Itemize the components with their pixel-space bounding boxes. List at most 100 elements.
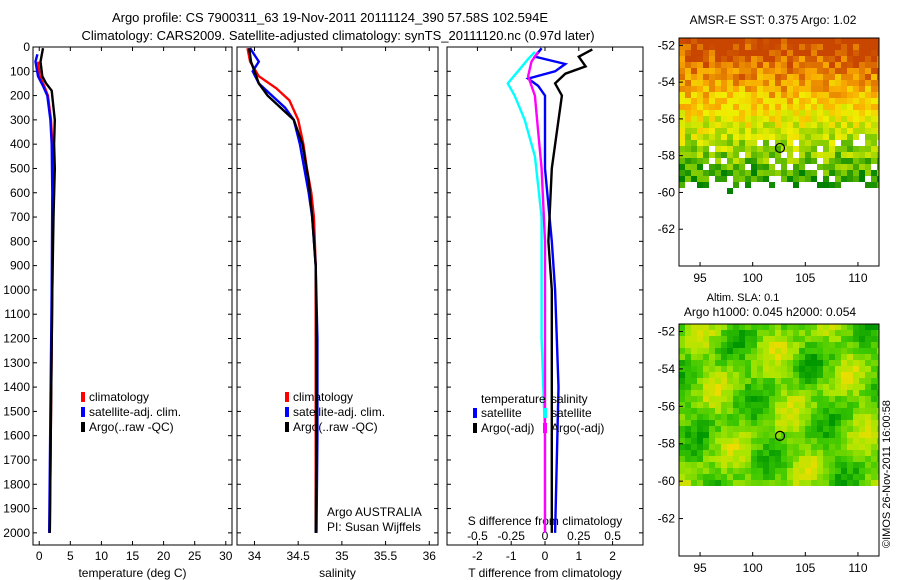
heatmap-cell: [721, 450, 727, 456]
heatmap-cell: [679, 426, 685, 432]
heatmap-cell: [799, 116, 805, 122]
heatmap-cell: [877, 408, 879, 414]
heatmap-cell: [757, 56, 763, 62]
heatmap-cell: [865, 348, 871, 354]
heatmap-cell: [877, 86, 879, 92]
heatmap-cell: [679, 176, 685, 182]
heatmap-cell: [703, 330, 709, 336]
heatmap-cell: [763, 360, 769, 366]
depth-tick-label: 1300: [3, 356, 30, 370]
heatmap-cell: [769, 384, 775, 390]
heatmap-cell: [811, 170, 817, 176]
map-y-tick-label: -60: [658, 185, 676, 199]
heatmap-cell: [823, 330, 829, 336]
heatmap-cell: [787, 438, 793, 444]
heatmap-cell: [775, 462, 781, 468]
heatmap-cell: [721, 330, 727, 336]
heatmap-cell: [703, 408, 709, 414]
heatmap-cell: [853, 456, 859, 462]
heatmap-cell: [793, 420, 799, 426]
heatmap-cell: [775, 92, 781, 98]
map-y-tick-label: -62: [658, 512, 676, 526]
heatmap-cell: [757, 330, 763, 336]
heatmap-cell: [715, 116, 721, 122]
heatmap-cell: [715, 396, 721, 402]
heatmap-cell: [733, 134, 739, 140]
heatmap-cell: [697, 98, 703, 104]
heatmap-cell: [775, 80, 781, 86]
heatmap-cell: [679, 330, 685, 336]
heatmap-cell: [727, 164, 733, 170]
heatmap-cell: [733, 480, 739, 486]
heatmap-cell: [793, 402, 799, 408]
heatmap-cell: [775, 128, 781, 134]
heatmap-cell: [859, 420, 865, 426]
heatmap-cell: [769, 462, 775, 468]
heatmap-cell: [733, 50, 739, 56]
heatmap-cell: [823, 158, 829, 164]
heatmap-cell: [745, 324, 751, 330]
heatmap-cell: [691, 390, 697, 396]
heatmap-cell: [823, 146, 829, 152]
heatmap-cell: [835, 86, 841, 92]
heatmap-cell: [757, 450, 763, 456]
heatmap-cell: [679, 56, 685, 62]
heatmap-cell: [685, 474, 691, 480]
heatmap-cell: [739, 354, 745, 360]
heatmap-cell: [847, 68, 853, 74]
heatmap-cell: [751, 38, 757, 44]
depth-tick-label: 400: [10, 137, 30, 151]
heatmap-cell: [835, 372, 841, 378]
heatmap-cell: [817, 56, 823, 62]
heatmap-cell: [799, 146, 805, 152]
heatmap-cell: [757, 336, 763, 342]
heatmap-cell: [877, 146, 879, 152]
x-tick-label: -2: [472, 549, 483, 563]
heatmap-cell: [685, 62, 691, 68]
heatmap-cell: [679, 468, 685, 474]
heatmap-cell: [727, 438, 733, 444]
imos-credit: ©IMOS 26-Nov-2011 16:00:58: [881, 400, 893, 548]
heatmap-cell: [811, 342, 817, 348]
heatmap-cell: [799, 378, 805, 384]
heatmap-cell: [727, 128, 733, 134]
heatmap-cell: [769, 348, 775, 354]
heatmap-cell: [805, 354, 811, 360]
legend-label: satellite: [551, 406, 592, 420]
heatmap-cell: [829, 360, 835, 366]
heatmap-cell: [823, 324, 829, 330]
heatmap-cell: [763, 444, 769, 450]
heatmap-cell: [877, 176, 879, 182]
heatmap-cell: [745, 414, 751, 420]
heatmap-cell: [685, 342, 691, 348]
depth-tick-label: 0: [23, 40, 30, 54]
heatmap-cell: [697, 360, 703, 366]
heatmap-cell: [775, 38, 781, 44]
heatmap-cell: [769, 420, 775, 426]
heatmap-cell: [835, 396, 841, 402]
heatmap-cell: [757, 92, 763, 98]
heatmap-cell: [745, 68, 751, 74]
heatmap-cell: [775, 140, 781, 146]
heatmap-cell: [757, 134, 763, 140]
heatmap-cell: [835, 456, 841, 462]
heatmap-cell: [799, 480, 805, 486]
heatmap-cell: [685, 38, 691, 44]
heatmap-cell: [697, 456, 703, 462]
heatmap-cell: [715, 480, 721, 486]
heatmap-cell: [859, 480, 865, 486]
heatmap-cell: [745, 474, 751, 480]
heatmap-cell: [865, 146, 871, 152]
heatmap-cell: [823, 360, 829, 366]
heatmap-cell: [679, 474, 685, 480]
heatmap-cell: [751, 50, 757, 56]
heatmap-cell: [763, 38, 769, 44]
heatmap-cell: [871, 426, 877, 432]
heatmap-cell: [727, 456, 733, 462]
heatmap-cell: [859, 176, 865, 182]
heatmap-cell: [703, 324, 709, 330]
heatmap-cell: [817, 444, 823, 450]
heatmap-cell: [763, 432, 769, 438]
heatmap-cell: [799, 330, 805, 336]
heatmap-cell: [781, 354, 787, 360]
